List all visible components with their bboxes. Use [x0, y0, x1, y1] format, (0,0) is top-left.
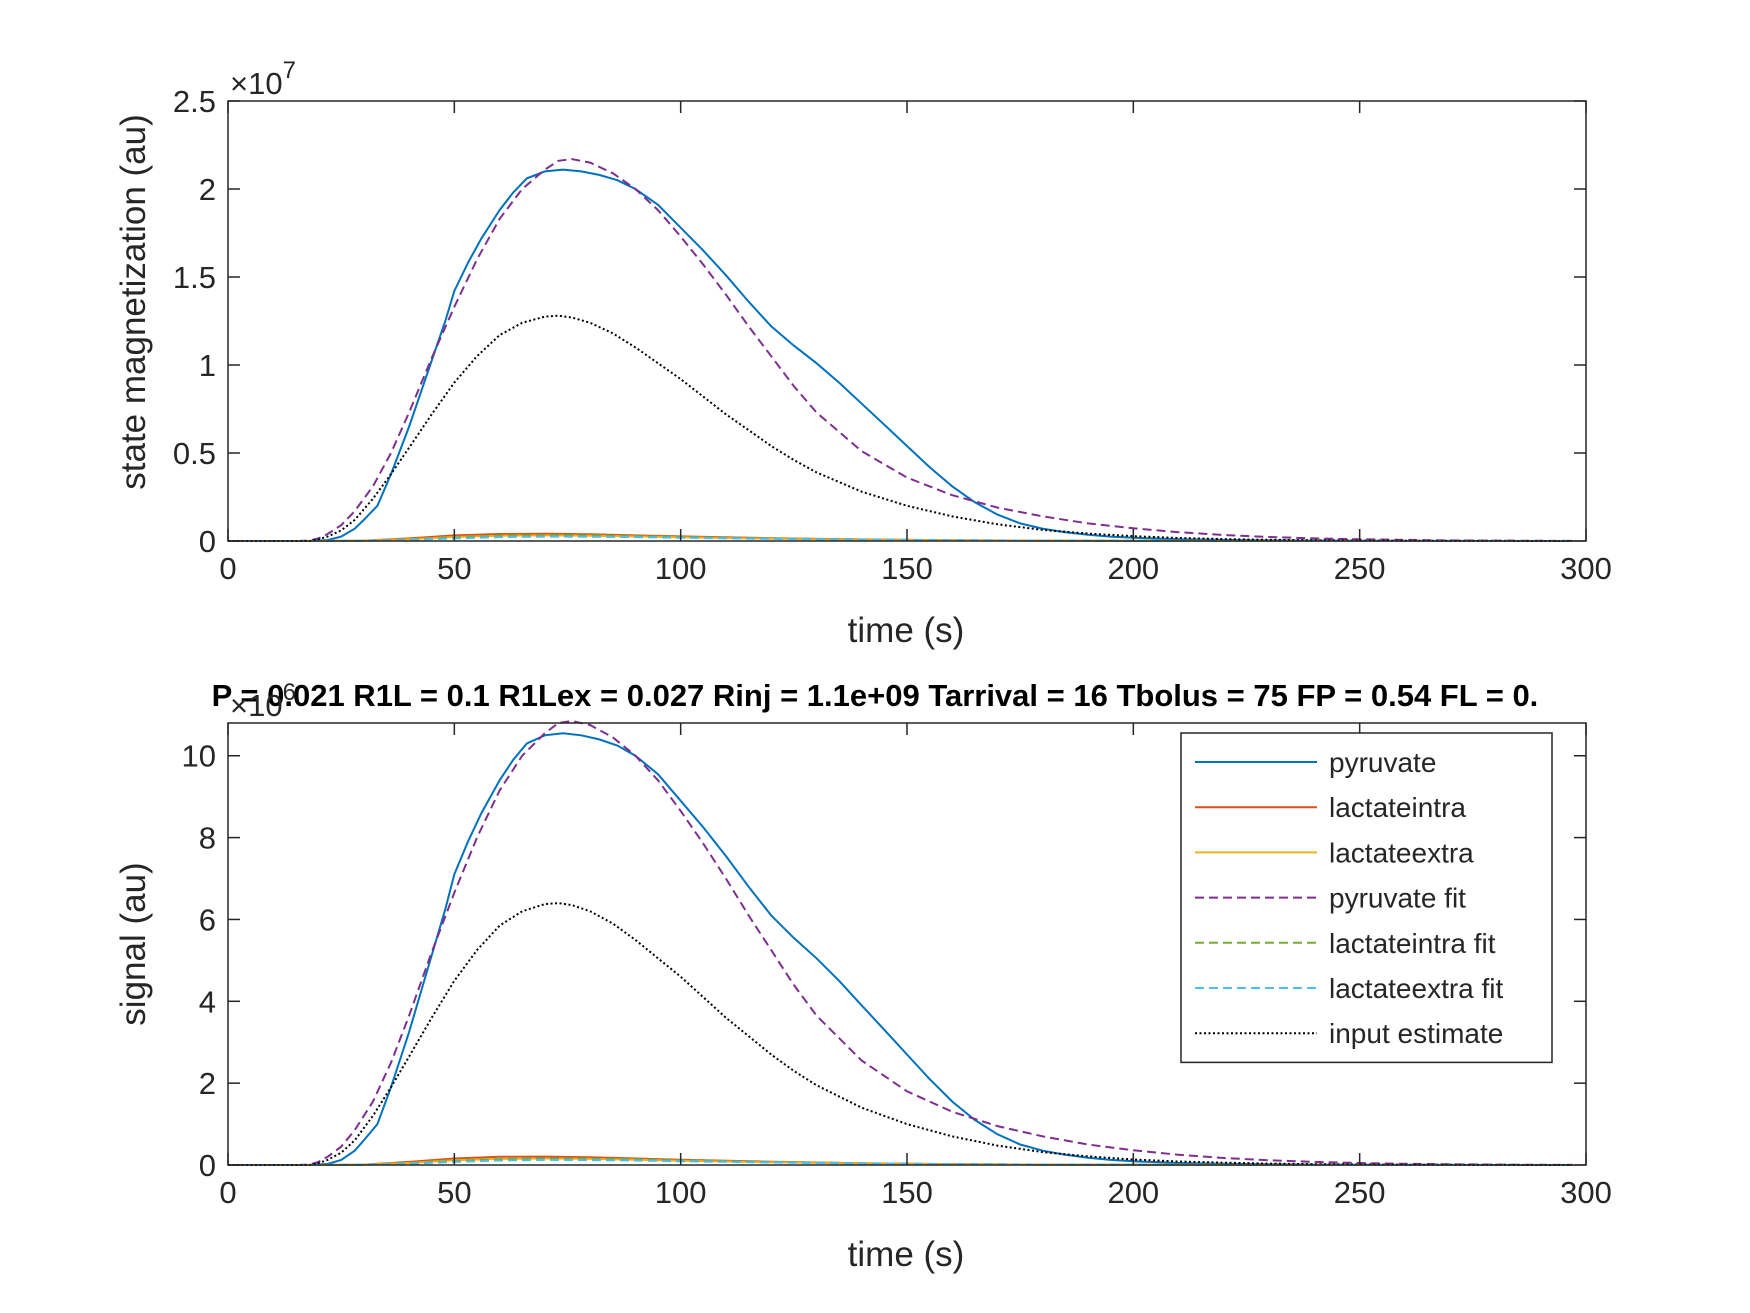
top-plot-ylabel: state magnetization (au) — [114, 114, 153, 489]
bottom-plot-xtick-label: 100 — [655, 1175, 707, 1210]
chart-title: P = 0.021 R1L = 0.1 R1Lex = 0.027 Rinj =… — [212, 678, 1539, 713]
top-plot-xtick-label: 250 — [1334, 551, 1386, 586]
legend-label: lactateintra fit — [1329, 928, 1496, 959]
bottom-plot-pyruvate-line — [228, 732, 1573, 1166]
top-plot-exponent: 7 — [283, 57, 296, 84]
top-plot-xtick-label: 200 — [1107, 551, 1159, 586]
legend-label: pyruvate — [1329, 747, 1436, 778]
legend-label: pyruvate fit — [1329, 883, 1466, 914]
top-plot-pyruvate-line — [228, 168, 1573, 542]
top-plot-lactateextra-fit-line — [228, 535, 1573, 542]
bottom-plot-xtick-label: 250 — [1334, 1175, 1386, 1210]
top-plot-xlabel: time (s) — [848, 611, 965, 650]
bottom-plot-ytick-label: 0 — [199, 1148, 216, 1183]
bottom-plot-xtick-label: 200 — [1107, 1175, 1159, 1210]
legend: pyruvate lactateintra lactateextra pyruvate… — [1180, 732, 1553, 1064]
bottom-plot-ytick-label: 10 — [182, 739, 216, 774]
top-plot-ytick-label: 2 — [199, 172, 216, 207]
bottom-plot-xtick-label: 0 — [219, 1175, 236, 1210]
bottom-plot-xtick-label: 300 — [1560, 1175, 1612, 1210]
top-plot-xtick-label: 150 — [881, 551, 933, 586]
top-plot-ytick-label: 1.5 — [173, 260, 216, 295]
top-plot-ytick-label: 0.5 — [173, 436, 216, 471]
top-plot-xtick-label: 300 — [1560, 551, 1612, 586]
legend-label: lactateintra — [1329, 792, 1466, 823]
top-plot-ytick-label: 0 — [199, 524, 216, 559]
bottom-plot-xtick-label: 150 — [881, 1175, 933, 1210]
top-plot-exponent-label: ×107 — [230, 57, 296, 101]
bottom-plot-ytick-label: 6 — [199, 902, 216, 937]
legend-label: lactateextra — [1329, 837, 1474, 868]
bottom-plot-ytick-label: 4 — [199, 984, 216, 1019]
top-plot: state magnetization (au) time (s) ×107 0… — [114, 57, 1612, 650]
bottom-plot-pyruvate-fit-line — [228, 719, 1573, 1166]
bottom-plot-exponent-label: ×106 — [230, 679, 296, 723]
bottom-plot-ytick-label: 8 — [199, 821, 216, 856]
top-plot-xtick-label: 100 — [655, 551, 707, 586]
top-plot-xtick-label: 50 — [437, 551, 471, 586]
top-plot-input-estimate-line — [228, 314, 1573, 542]
top-plot-xtick-label: 0 — [219, 551, 236, 586]
bottom-plot-ylabel: signal (au) — [114, 862, 153, 1025]
legend-label: input estimate — [1329, 1018, 1503, 1049]
bottom-plot-exponent: 6 — [283, 679, 296, 706]
top-plot-pyruvate-fit-line — [228, 158, 1573, 542]
bottom-plot-xtick-label: 50 — [437, 1175, 471, 1210]
bottom-plot: signal (au) time (s) ×106 0 50 100 150 200 25… — [114, 679, 1612, 1274]
top-plot-ytick-label: 1 — [199, 348, 216, 383]
bottom-plot-xlabel: time (s) — [848, 1235, 965, 1274]
top-plot-ytick-label: 2.5 — [173, 84, 216, 119]
bottom-plot-lactateextra-fit-line — [228, 1158, 1573, 1166]
legend-label: lactateextra fit — [1329, 973, 1504, 1004]
bottom-plot-ytick-label: 2 — [199, 1066, 216, 1101]
